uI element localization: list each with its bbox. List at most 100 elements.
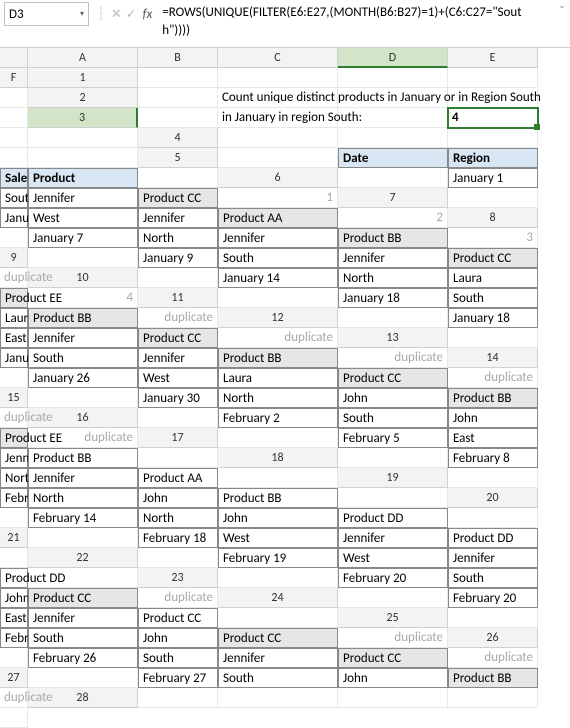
empty-cell[interactable] xyxy=(0,228,28,248)
person-cell[interactable]: Laura xyxy=(448,268,538,288)
row-header[interactable]: 8 xyxy=(448,208,538,228)
empty-cell[interactable] xyxy=(338,68,448,88)
empty-cell[interactable] xyxy=(138,408,218,428)
person-cell[interactable]: Jennifer xyxy=(218,648,338,668)
empty-cell[interactable] xyxy=(448,688,538,708)
empty-cell[interactable] xyxy=(0,88,28,108)
empty-cell[interactable] xyxy=(28,248,138,268)
region-cell[interactable]: North xyxy=(28,488,138,508)
date-cell[interactable]: February 11 xyxy=(0,488,28,508)
row-header[interactable]: 27 xyxy=(0,668,28,688)
empty-cell[interactable] xyxy=(138,168,218,188)
product-cell[interactable]: Product CC xyxy=(138,188,218,208)
person-cell[interactable]: John xyxy=(0,588,28,608)
product-cell[interactable]: Product CC xyxy=(28,588,138,608)
product-cell[interactable]: Product CC xyxy=(138,328,218,348)
region-cell[interactable]: South xyxy=(448,568,538,588)
product-cell[interactable]: Product CC xyxy=(338,368,448,388)
product-cell[interactable]: Product BB xyxy=(218,348,338,368)
person-cell[interactable]: Jennifer xyxy=(138,348,218,368)
col-header-F[interactable]: F xyxy=(0,68,28,88)
row-header[interactable]: 17 xyxy=(138,428,218,448)
row-header[interactable]: 1 xyxy=(28,68,138,88)
person-cell[interactable]: Jennifer xyxy=(28,468,138,488)
cancel-icon[interactable]: ✕ xyxy=(111,7,122,22)
product-cell[interactable]: Product AA xyxy=(218,208,338,228)
region-cell[interactable]: North xyxy=(138,228,218,248)
person-cell[interactable]: Laura xyxy=(0,308,28,328)
empty-cell[interactable] xyxy=(218,68,338,88)
date-cell[interactable]: January 1 xyxy=(448,168,538,188)
col-header-C[interactable]: C xyxy=(218,48,338,68)
person-cell[interactable]: Jennifer xyxy=(28,608,138,628)
product-cell[interactable]: Product BB xyxy=(338,228,448,248)
date-cell[interactable]: February 8 xyxy=(448,448,538,468)
date-cell[interactable]: February 2 xyxy=(218,408,338,428)
empty-cell[interactable] xyxy=(138,68,218,88)
row-header[interactable]: 21 xyxy=(0,528,28,548)
date-cell[interactable]: January 18 xyxy=(338,288,448,308)
product-cell[interactable]: Product EE xyxy=(0,428,28,448)
date-cell[interactable]: January 7 xyxy=(28,228,138,248)
region-cell[interactable]: West xyxy=(338,548,448,568)
empty-cell[interactable] xyxy=(448,328,538,348)
row-header[interactable]: 28 xyxy=(28,688,138,708)
person-cell[interactable]: Jennifer xyxy=(338,248,448,268)
row-header[interactable]: 3 xyxy=(28,108,138,128)
product-cell[interactable]: Product BB xyxy=(28,308,138,328)
row-header[interactable]: 25 xyxy=(338,608,448,628)
region-cell[interactable]: West xyxy=(28,208,138,228)
col-header-A[interactable]: A xyxy=(28,48,138,68)
row-header[interactable]: 18 xyxy=(218,448,338,468)
empty-cell[interactable] xyxy=(28,668,138,688)
date-cell[interactable]: February 5 xyxy=(338,428,448,448)
date-cell[interactable]: January 5 xyxy=(0,208,28,228)
region-cell[interactable]: South xyxy=(138,648,218,668)
date-cell[interactable]: February 20 xyxy=(338,568,448,588)
person-cell[interactable]: Jennifer xyxy=(138,208,218,228)
empty-cell[interactable] xyxy=(138,688,218,708)
row-header[interactable]: 11 xyxy=(138,288,218,308)
row-header[interactable]: 7 xyxy=(338,188,448,208)
product-cell[interactable]: Product DD xyxy=(448,528,538,548)
person-cell[interactable]: John xyxy=(338,668,448,688)
empty-cell[interactable] xyxy=(338,688,448,708)
region-cell[interactable]: East xyxy=(0,328,28,348)
person-cell[interactable]: Jennifer xyxy=(28,188,138,208)
person-cell[interactable]: John xyxy=(448,408,538,428)
region-cell[interactable]: South xyxy=(448,288,538,308)
empty-cell[interactable] xyxy=(448,468,538,488)
product-cell[interactable]: Product DD xyxy=(338,508,448,528)
person-cell[interactable]: John xyxy=(138,488,218,508)
empty-cell[interactable] xyxy=(0,648,28,668)
date-cell[interactable]: January 9 xyxy=(138,248,218,268)
row-header[interactable]: 6 xyxy=(218,168,338,188)
person-cell[interactable]: Jennifer xyxy=(448,548,538,568)
product-cell[interactable]: Product CC xyxy=(138,608,218,628)
col-header-B[interactable]: B xyxy=(138,48,218,68)
table-header[interactable]: Date xyxy=(338,148,448,168)
region-cell[interactable]: South xyxy=(338,408,448,428)
empty-cell[interactable] xyxy=(338,168,448,188)
empty-cell[interactable] xyxy=(338,588,448,608)
date-cell[interactable]: February 23 xyxy=(0,628,28,648)
date-cell[interactable]: February 20 xyxy=(448,588,538,608)
empty-cell[interactable] xyxy=(138,548,218,568)
empty-cell[interactable] xyxy=(0,508,28,528)
empty-cell[interactable] xyxy=(218,568,338,588)
row-header[interactable]: 15 xyxy=(0,388,28,408)
empty-cell[interactable] xyxy=(338,308,448,328)
region-cell[interactable]: North xyxy=(138,508,218,528)
empty-cell[interactable] xyxy=(338,448,448,468)
empty-cell[interactable] xyxy=(0,108,28,128)
enter-icon[interactable]: ✓ xyxy=(126,7,137,22)
region-cell[interactable]: South xyxy=(218,668,338,688)
product-cell[interactable]: Product BB xyxy=(218,488,338,508)
product-cell[interactable]: Product BB xyxy=(28,448,138,468)
person-cell[interactable]: John xyxy=(138,628,218,648)
empty-cell[interactable] xyxy=(138,108,218,128)
date-cell[interactable]: January 14 xyxy=(218,268,338,288)
person-cell[interactable]: John xyxy=(338,388,448,408)
empty-cell[interactable] xyxy=(448,68,538,88)
region-cell[interactable]: South xyxy=(28,628,138,648)
